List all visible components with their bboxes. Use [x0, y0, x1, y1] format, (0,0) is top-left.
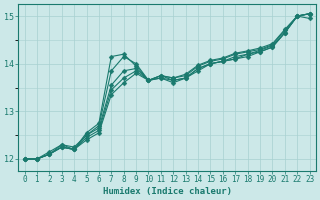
- X-axis label: Humidex (Indice chaleur): Humidex (Indice chaleur): [103, 187, 232, 196]
